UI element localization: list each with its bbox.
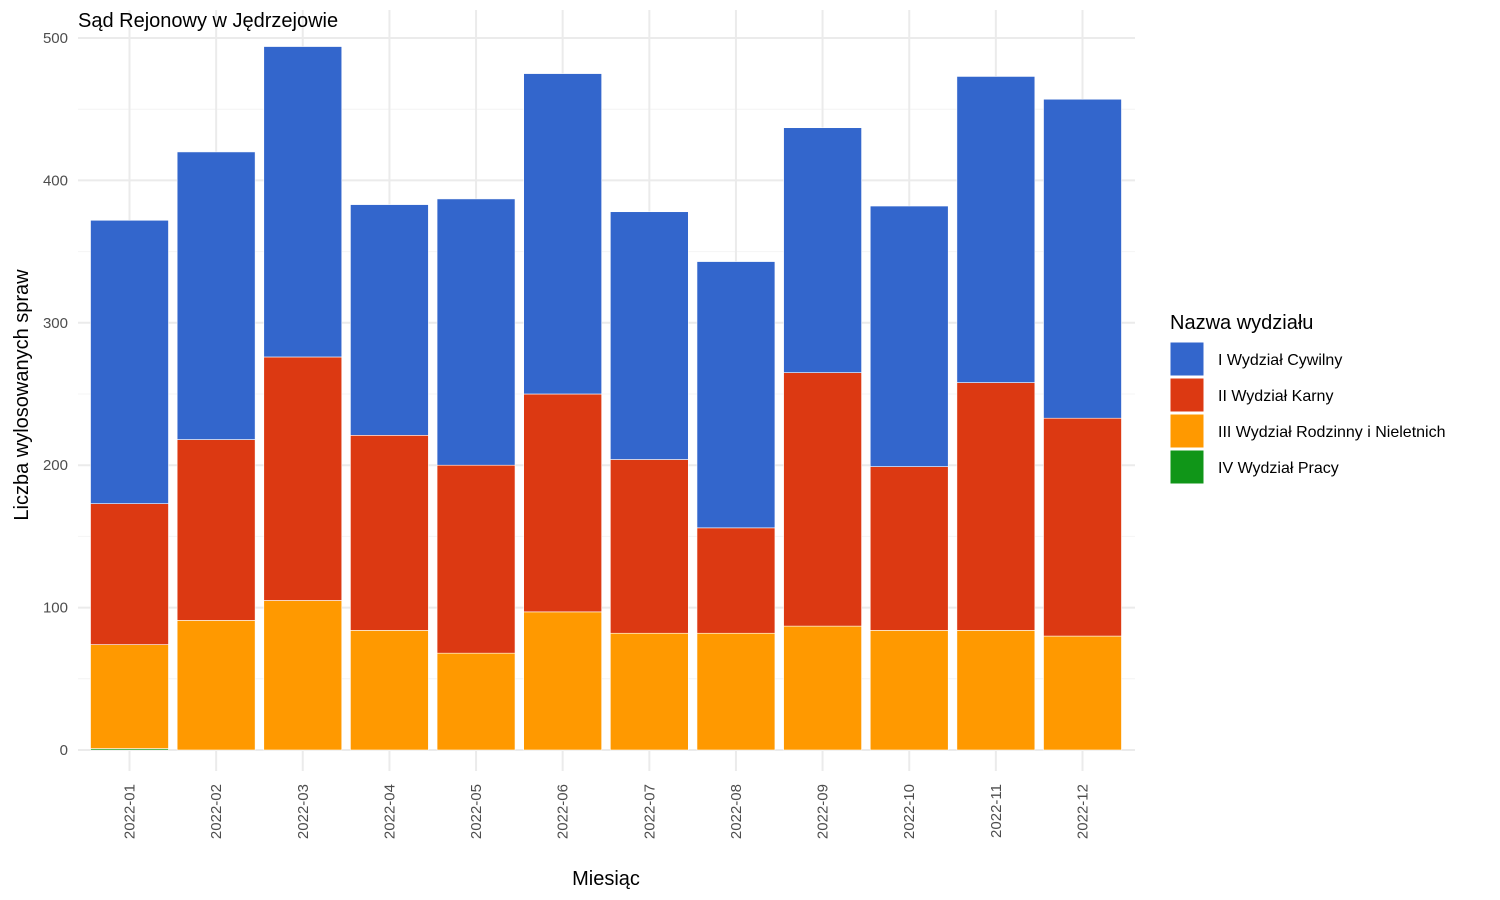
- x-tick-label: 2022-11: [988, 784, 1005, 838]
- bar-stack: [90, 219, 169, 751]
- bar-segment: [436, 652, 516, 751]
- bar-stack: [350, 204, 429, 751]
- bar-segment: [176, 439, 256, 621]
- bar-segment: [263, 356, 343, 601]
- y-tick-label: 400: [43, 172, 68, 189]
- x-tick-label: 2022-04: [381, 784, 398, 839]
- chart-title: Sąd Rejonowy w Jędrzejowie: [78, 10, 338, 32]
- x-tick-label: 2022-10: [901, 784, 918, 839]
- bar-segment: [783, 625, 862, 751]
- bar-segment: [956, 630, 1036, 751]
- bar-segment: [869, 630, 949, 751]
- y-axis-ticks: 0 100 200 300 400 500: [43, 30, 68, 759]
- bar-stack: [1043, 98, 1122, 751]
- bar-stack: [610, 211, 689, 751]
- legend-items: I Wydział Cywilny II Wydział Karny III Wyd…: [1169, 341, 1446, 485]
- x-tick-label: 2022-01: [122, 784, 139, 839]
- x-tick-label: 2022-12: [1075, 784, 1092, 839]
- legend-swatch: [1169, 449, 1205, 485]
- legend-label: I Wydział Cywilny: [1218, 352, 1342, 369]
- x-tick-label: 2022-09: [815, 784, 832, 839]
- y-axis-title: Liczba wylosowanych spraw: [11, 269, 33, 521]
- bar-segment: [350, 204, 429, 436]
- bar-segment: [956, 76, 1036, 383]
- bar-stack: [696, 261, 776, 751]
- legend-label: II Wydział Karny: [1218, 388, 1333, 405]
- bar-stack: [783, 127, 862, 751]
- bar-segment: [263, 600, 343, 751]
- legend-title: Nazwa wydziału: [1170, 312, 1313, 334]
- bar-segment: [523, 611, 602, 751]
- bar-stack: [176, 151, 256, 751]
- y-tick-label: 0: [60, 742, 68, 759]
- bar-segment: [696, 527, 776, 634]
- bar-segment: [610, 632, 689, 751]
- bar-segment: [1043, 417, 1122, 637]
- legend-item: III Wydział Rodzinny i Nieletnich: [1169, 413, 1446, 449]
- bar-segment: [263, 46, 343, 358]
- x-tick-label: 2022-02: [208, 784, 225, 839]
- legend-item: II Wydział Karny: [1169, 377, 1333, 413]
- bar-segment: [610, 459, 689, 634]
- bar-segment: [436, 198, 516, 466]
- bars: [90, 46, 1122, 751]
- bar-segment: [956, 382, 1036, 631]
- bar-segment: [90, 219, 169, 504]
- bar-segment: [350, 630, 429, 751]
- bar-segment: [90, 503, 169, 645]
- bar-segment: [610, 211, 689, 460]
- bar-stack: [523, 73, 602, 751]
- bar-segment: [90, 644, 169, 749]
- x-tick-label: 2022-06: [555, 784, 572, 839]
- legend-label: IV Wydział Pracy: [1218, 460, 1339, 477]
- legend-swatch: [1169, 377, 1205, 413]
- legend-swatch: [1169, 341, 1205, 377]
- legend: Nazwa wydziału I Wydział Cywilny II Wydzi…: [1169, 312, 1446, 485]
- x-tick-label: 2022-05: [468, 784, 485, 839]
- bar-segment: [783, 372, 862, 627]
- y-tick-label: 200: [43, 457, 68, 474]
- x-tick-label: 2022-07: [641, 784, 658, 839]
- bar-segment: [696, 632, 776, 751]
- bar-segment: [869, 205, 949, 467]
- bar-segment: [523, 73, 602, 395]
- y-tick-label: 500: [43, 30, 68, 47]
- bar-segment: [1043, 98, 1122, 419]
- bar-segment: [696, 261, 776, 529]
- bar-segment: [523, 393, 602, 613]
- bar-stack: [869, 205, 949, 751]
- bar-segment: [436, 464, 516, 654]
- legend-swatch: [1169, 413, 1205, 449]
- bar-segment: [176, 620, 256, 751]
- bar-segment: [1043, 635, 1122, 751]
- bar-segment: [869, 466, 949, 631]
- bar-stack: [956, 76, 1036, 751]
- x-axis-ticks: 2022-01 2022-02 2022-03 2022-04 2022-05 2022-…: [122, 784, 1092, 839]
- legend-item: I Wydział Cywilny: [1169, 341, 1342, 377]
- legend-item: IV Wydział Pracy: [1169, 449, 1339, 485]
- bar-stack: [436, 198, 516, 751]
- bar-stack: [263, 46, 343, 751]
- bar-segment: [350, 434, 429, 631]
- y-tick-label: 100: [43, 600, 68, 617]
- bar-segment: [783, 127, 862, 373]
- x-tick-label: 2022-03: [295, 784, 312, 839]
- x-axis-title: Miesiąc: [572, 868, 640, 890]
- x-tick-label: 2022-08: [728, 784, 745, 839]
- y-tick-label: 300: [43, 315, 68, 332]
- legend-label: III Wydział Rodzinny i Nieletnich: [1218, 424, 1446, 441]
- bar-segment: [176, 151, 256, 440]
